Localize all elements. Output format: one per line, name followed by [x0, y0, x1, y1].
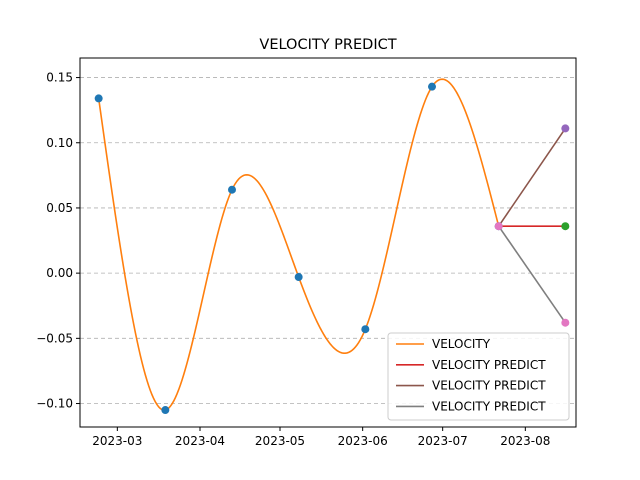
- y-tick-label: −0.10: [36, 397, 73, 411]
- y-tick-label: 0.00: [46, 266, 73, 280]
- velocity-predict-line-3: [498, 225, 566, 324]
- observed-point: [428, 82, 436, 91]
- x-axis: 2023-03 2023-04 2023-05 2023-06 2023-07 2023-…: [92, 427, 550, 448]
- legend-label: VELOCITY PREDICT: [432, 358, 546, 372]
- observed-point: [228, 185, 236, 194]
- legend-label: VELOCITY: [432, 337, 491, 351]
- x-tick-label: 2023-08: [500, 434, 550, 448]
- y-tick-label: −0.05: [36, 331, 73, 345]
- observed-point: [294, 273, 303, 282]
- legend-label: VELOCITY PREDICT: [432, 399, 546, 413]
- predict-end-point: [561, 124, 570, 133]
- x-tick-label: 2023-06: [338, 434, 388, 448]
- observed-point: [161, 406, 170, 415]
- legend-label: VELOCITY PREDICT: [432, 379, 546, 393]
- predict-end-point: [561, 222, 570, 231]
- predict-start-point: [494, 222, 503, 231]
- legend: VELOCITY VELOCITY PREDICT VELOCITY PREDICT…: [387, 332, 570, 421]
- velocity-predict-line-2: [498, 127, 566, 227]
- axes-frame: [79, 57, 577, 428]
- y-tick-label: 0.15: [46, 71, 73, 85]
- chart-title: VELOCITY PREDICT: [259, 37, 396, 53]
- y-tick-label: 0.10: [46, 136, 73, 150]
- y-tick-label: 0.05: [46, 201, 73, 215]
- x-tick-label: 2023-03: [92, 434, 142, 448]
- predict-end-point: [561, 318, 570, 327]
- x-tick-label: 2023-07: [418, 434, 468, 448]
- observed-point: [361, 325, 370, 334]
- y-axis: 0.15 0.10 0.05 0.00 −0.05 −0.10: [36, 71, 80, 411]
- x-tick-label: 2023-04: [175, 434, 225, 448]
- plot-area: [94, 78, 570, 415]
- legend-box: [387, 332, 570, 421]
- observed-point: [94, 94, 103, 103]
- x-tick-label: 2023-05: [255, 434, 305, 448]
